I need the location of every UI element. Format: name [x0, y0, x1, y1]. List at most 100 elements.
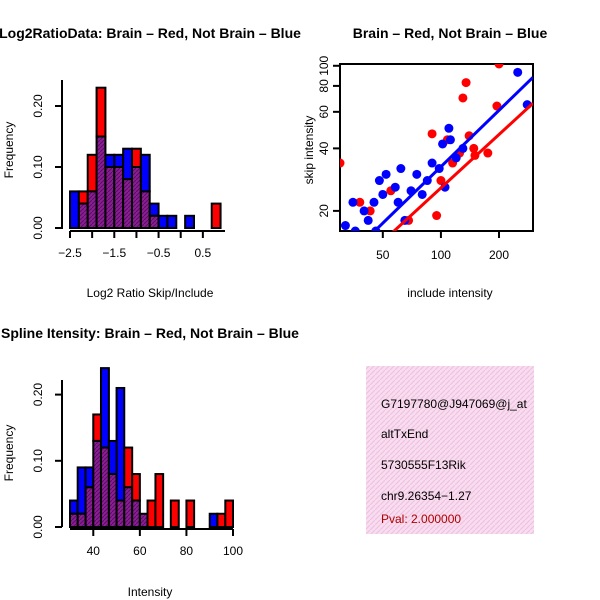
point-brain [494, 64, 504, 69]
bar-not-brain [104, 153, 116, 169]
info-line-id: G7197780@J947069@j_at [381, 397, 527, 411]
bar-brain [169, 499, 180, 528]
y-ticks: 0.00 0.10 0.20 [31, 383, 62, 539]
info-line-gene: 5730555F13Rik [381, 458, 467, 472]
point-not-brain [343, 252, 352, 261]
bar-overlap [115, 499, 126, 528]
x-axis-label: Intensity [128, 585, 173, 599]
y-ticks: 0.00 0.10 0.20 [31, 94, 62, 240]
bar-not-brain [139, 153, 151, 193]
point-not-brain [390, 182, 400, 192]
info-line-location: chr9.26354−1.27 [381, 489, 472, 503]
bar-overlap [95, 135, 107, 229]
bar-not-brain [122, 147, 134, 181]
bar-overlap [122, 178, 134, 229]
panel-intensity-histogram: Spline Itensity: Brain – Red, Not Brain … [1, 325, 299, 599]
point-brain [458, 93, 468, 103]
bar-overlap [131, 166, 142, 229]
bar-not-brain [157, 214, 169, 230]
point-not-brain [378, 189, 388, 199]
point-not-brain [359, 206, 369, 216]
x-tick-label: 60 [133, 544, 147, 558]
fit-lines-group [372, 76, 533, 231]
chart-title: Brain – Red, Not Brain – Blue [353, 25, 548, 41]
panel-log2ratio-histogram: Log2RatioData: Brain – Red, Not Brain – … [0, 25, 301, 300]
bar-brain [95, 86, 107, 138]
x-tick-label: 80 [180, 544, 194, 558]
point-not-brain [396, 164, 406, 174]
point-not-brain [438, 139, 448, 149]
info-background [366, 366, 534, 534]
bar-not-brain [184, 214, 195, 230]
y-tick-label: 0.10 [31, 155, 45, 179]
bar-not-brain [69, 190, 80, 229]
x-tick-label: 100 [431, 248, 451, 262]
info-pval: Pval: 2.000000 [381, 512, 461, 526]
y-tick-label: 100 [317, 55, 331, 75]
chart-title: Spline Itensity: Brain – Red, Not Brain … [1, 325, 299, 341]
bar-not-brain [76, 466, 87, 515]
chart-title: Log2RatioData: Brain – Red, Not Brain – … [0, 25, 301, 41]
bar-overlap [77, 202, 89, 230]
plot-frame [339, 63, 534, 232]
bar-overlap [139, 190, 151, 229]
y-tick-label: 0.00 [31, 515, 45, 539]
y-tick-label: 20 [317, 204, 331, 218]
bar-not-brain [113, 153, 125, 169]
y-tick-label: 60 [317, 105, 331, 119]
bar-not-brain [69, 499, 79, 515]
point-brain [469, 143, 479, 153]
fit-line-not-brain [372, 76, 533, 231]
bar-not-brain [166, 214, 178, 230]
y-axis-label: Frequency [2, 122, 16, 179]
y-tick-label: 0.20 [31, 94, 45, 118]
point-not-brain [444, 123, 454, 133]
point-not-brain [355, 232, 364, 241]
bar-overlap [99, 446, 110, 528]
bar-brain [154, 473, 165, 529]
bar-not-brain [148, 202, 160, 217]
bar-brain [146, 499, 157, 528]
point-brain [340, 158, 345, 168]
y-axis-label: skip intensity [302, 116, 316, 185]
bar-overlap [123, 486, 134, 528]
bar-brain [216, 512, 227, 529]
x-tick-label: −1.5 [102, 246, 126, 260]
point-not-brain [513, 67, 523, 77]
point-not-brain [412, 169, 422, 179]
bar-not-brain [84, 466, 95, 489]
point-not-brain [340, 221, 350, 231]
info-panel: G7197780@J947069@j_at altTxEnd 5730555F1… [366, 366, 534, 534]
point-not-brain [386, 239, 395, 248]
info-line-type: altTxEnd [381, 427, 428, 441]
point-brain [355, 197, 365, 207]
bar-overlap [138, 512, 149, 529]
point-not-brain [350, 226, 360, 231]
bar-not-brain [208, 512, 219, 529]
x-ticks: 40 60 80 100 [87, 529, 243, 558]
bar-overlap [69, 512, 79, 529]
bar-not-brain [107, 439, 118, 476]
bar-overlap [148, 214, 160, 230]
bar-brain [92, 413, 102, 442]
x-ticks: −2.5 −1.5 −0.5 0.5 [58, 231, 212, 260]
y-tick-label: 0.00 [31, 216, 45, 240]
bar-overlap [86, 190, 98, 229]
point-not-brain [336, 232, 345, 241]
point-not-brain [445, 135, 455, 145]
x-tick-label: 100 [223, 544, 243, 558]
y-tick-label: 0.20 [31, 383, 45, 407]
y-ticks: 20 40 60 80 100 [317, 55, 340, 218]
x-tick-label: 40 [87, 544, 101, 558]
y-axis-label: Frequency [2, 425, 16, 482]
x-tick-label: 0.5 [195, 246, 212, 260]
point-not-brain [417, 189, 427, 199]
bar-brain [210, 202, 222, 230]
bar-overlap [84, 486, 95, 528]
point-brain [432, 211, 442, 221]
bar-overlap [76, 512, 87, 529]
bar-brain [86, 153, 98, 193]
bar-brain [131, 473, 141, 502]
bars-group [69, 86, 222, 230]
